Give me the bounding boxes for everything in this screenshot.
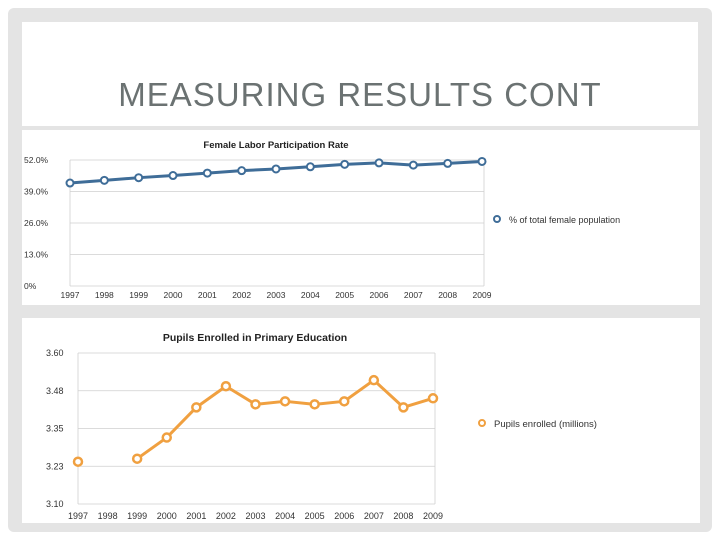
chart-2-data-point <box>72 456 84 467</box>
chart-1-x-tick-label: 1999 <box>129 290 148 300</box>
chart-1-x-tick-label: 2008 <box>438 290 457 300</box>
chart-2-x-tick-label: 1998 <box>98 511 118 521</box>
chart-1-data-point <box>374 158 384 168</box>
chart-2-data-point <box>220 380 232 392</box>
chart-1-data-point <box>477 156 487 166</box>
chart-1-data-point <box>237 166 247 176</box>
chart-1-x-tick-label: 2009 <box>473 290 492 300</box>
chart-1-data-point <box>305 162 315 172</box>
chart-1-data-point <box>134 173 144 183</box>
chart-2-x-tick-label: 1999 <box>127 511 147 521</box>
chart-1-data-point <box>65 178 75 188</box>
chart-1-y-tick-label: 13.0% <box>24 250 49 260</box>
chart-1-data-point <box>340 159 350 169</box>
chart-2-x-tick-label: 2004 <box>275 511 295 521</box>
chart-1-data-point <box>271 164 281 174</box>
chart-1-x-tick-label: 1997 <box>61 290 80 300</box>
chart-1-x-tick-label: 2005 <box>335 290 354 300</box>
chart-2-data-point <box>309 399 320 410</box>
chart-1-x-tick-label: 2004 <box>301 290 320 300</box>
chart-1-x-tick-label: 2006 <box>370 290 389 300</box>
slide-title: MEASURING RESULTS CONT <box>118 76 602 113</box>
chart-2-data-point <box>250 399 261 410</box>
chart-2-x-tick-label: 2006 <box>334 511 354 521</box>
chart-2-y-tick-label: 3.23 <box>46 461 64 471</box>
chart-2-y-tick-label: 3.60 <box>46 348 64 358</box>
chart-2-panel <box>22 318 700 523</box>
chart-1-legend-label: % of total female population <box>509 215 620 225</box>
chart-1-x-tick-label: 2000 <box>164 290 183 300</box>
chart-1-y-tick-label: 0% <box>24 281 37 291</box>
chart-2-data-point <box>191 402 202 413</box>
chart-1-y-tick-label: 26.0% <box>24 218 49 228</box>
chart-1-data-point <box>99 175 109 185</box>
chart-2-data-point <box>368 374 380 386</box>
chart-2-x-tick-label: 2008 <box>393 511 413 521</box>
chart-2-y-tick-label: 3.48 <box>46 386 64 396</box>
chart-2-x-tick-label: 2003 <box>245 511 265 521</box>
chart-1-data-point <box>408 160 418 170</box>
title-box: MEASURING RESULTS CONT <box>22 22 698 126</box>
chart-2-x-tick-label: 2007 <box>364 511 384 521</box>
chart-1-data-point <box>168 171 178 181</box>
chart-2-x-tick-label: 1997 <box>68 511 88 521</box>
chart-2-x-tick-label: 2002 <box>216 511 236 521</box>
chart-2-data-point <box>161 432 172 443</box>
chart-1-y-tick-label: 52.0% <box>24 155 49 165</box>
chart-2-data-point <box>339 396 350 407</box>
chart-2-x-tick-label: 2000 <box>157 511 177 521</box>
chart-1-x-tick-label: 2002 <box>232 290 251 300</box>
chart-1-data-point <box>443 158 453 168</box>
chart-2-data-point <box>279 396 291 407</box>
chart-2-data-point <box>398 402 409 413</box>
chart-2-legend-marker <box>478 419 486 427</box>
chart-1-title: Female Labor Participation Rate <box>203 140 348 151</box>
chart-2-data-point <box>131 453 143 464</box>
chart-1-x-tick-label: 2007 <box>404 290 423 300</box>
chart-2-y-tick-label: 3.10 <box>46 499 64 509</box>
chart-1-x-tick-label: 2003 <box>267 290 286 300</box>
chart-1-data-point <box>202 168 212 178</box>
chart-2-legend-label: Pupils enrolled (millions) <box>494 419 597 430</box>
chart-2-x-tick-label: 2001 <box>186 511 206 521</box>
chart-1-y-tick-label: 39.0% <box>24 187 49 197</box>
chart-2-y-tick-label: 3.35 <box>46 424 64 434</box>
chart-1-x-tick-label: 2001 <box>198 290 217 300</box>
chart-2-data-point <box>427 393 439 404</box>
chart-2-title: Pupils Enrolled in Primary Education <box>163 332 347 344</box>
chart-1-x-tick-label: 1998 <box>95 290 114 300</box>
chart-2-x-tick-label: 2009 <box>423 511 443 521</box>
chart-2-x-tick-label: 2005 <box>305 511 325 521</box>
chart-1-panel <box>22 130 700 305</box>
chart-1-legend-marker <box>493 215 501 223</box>
